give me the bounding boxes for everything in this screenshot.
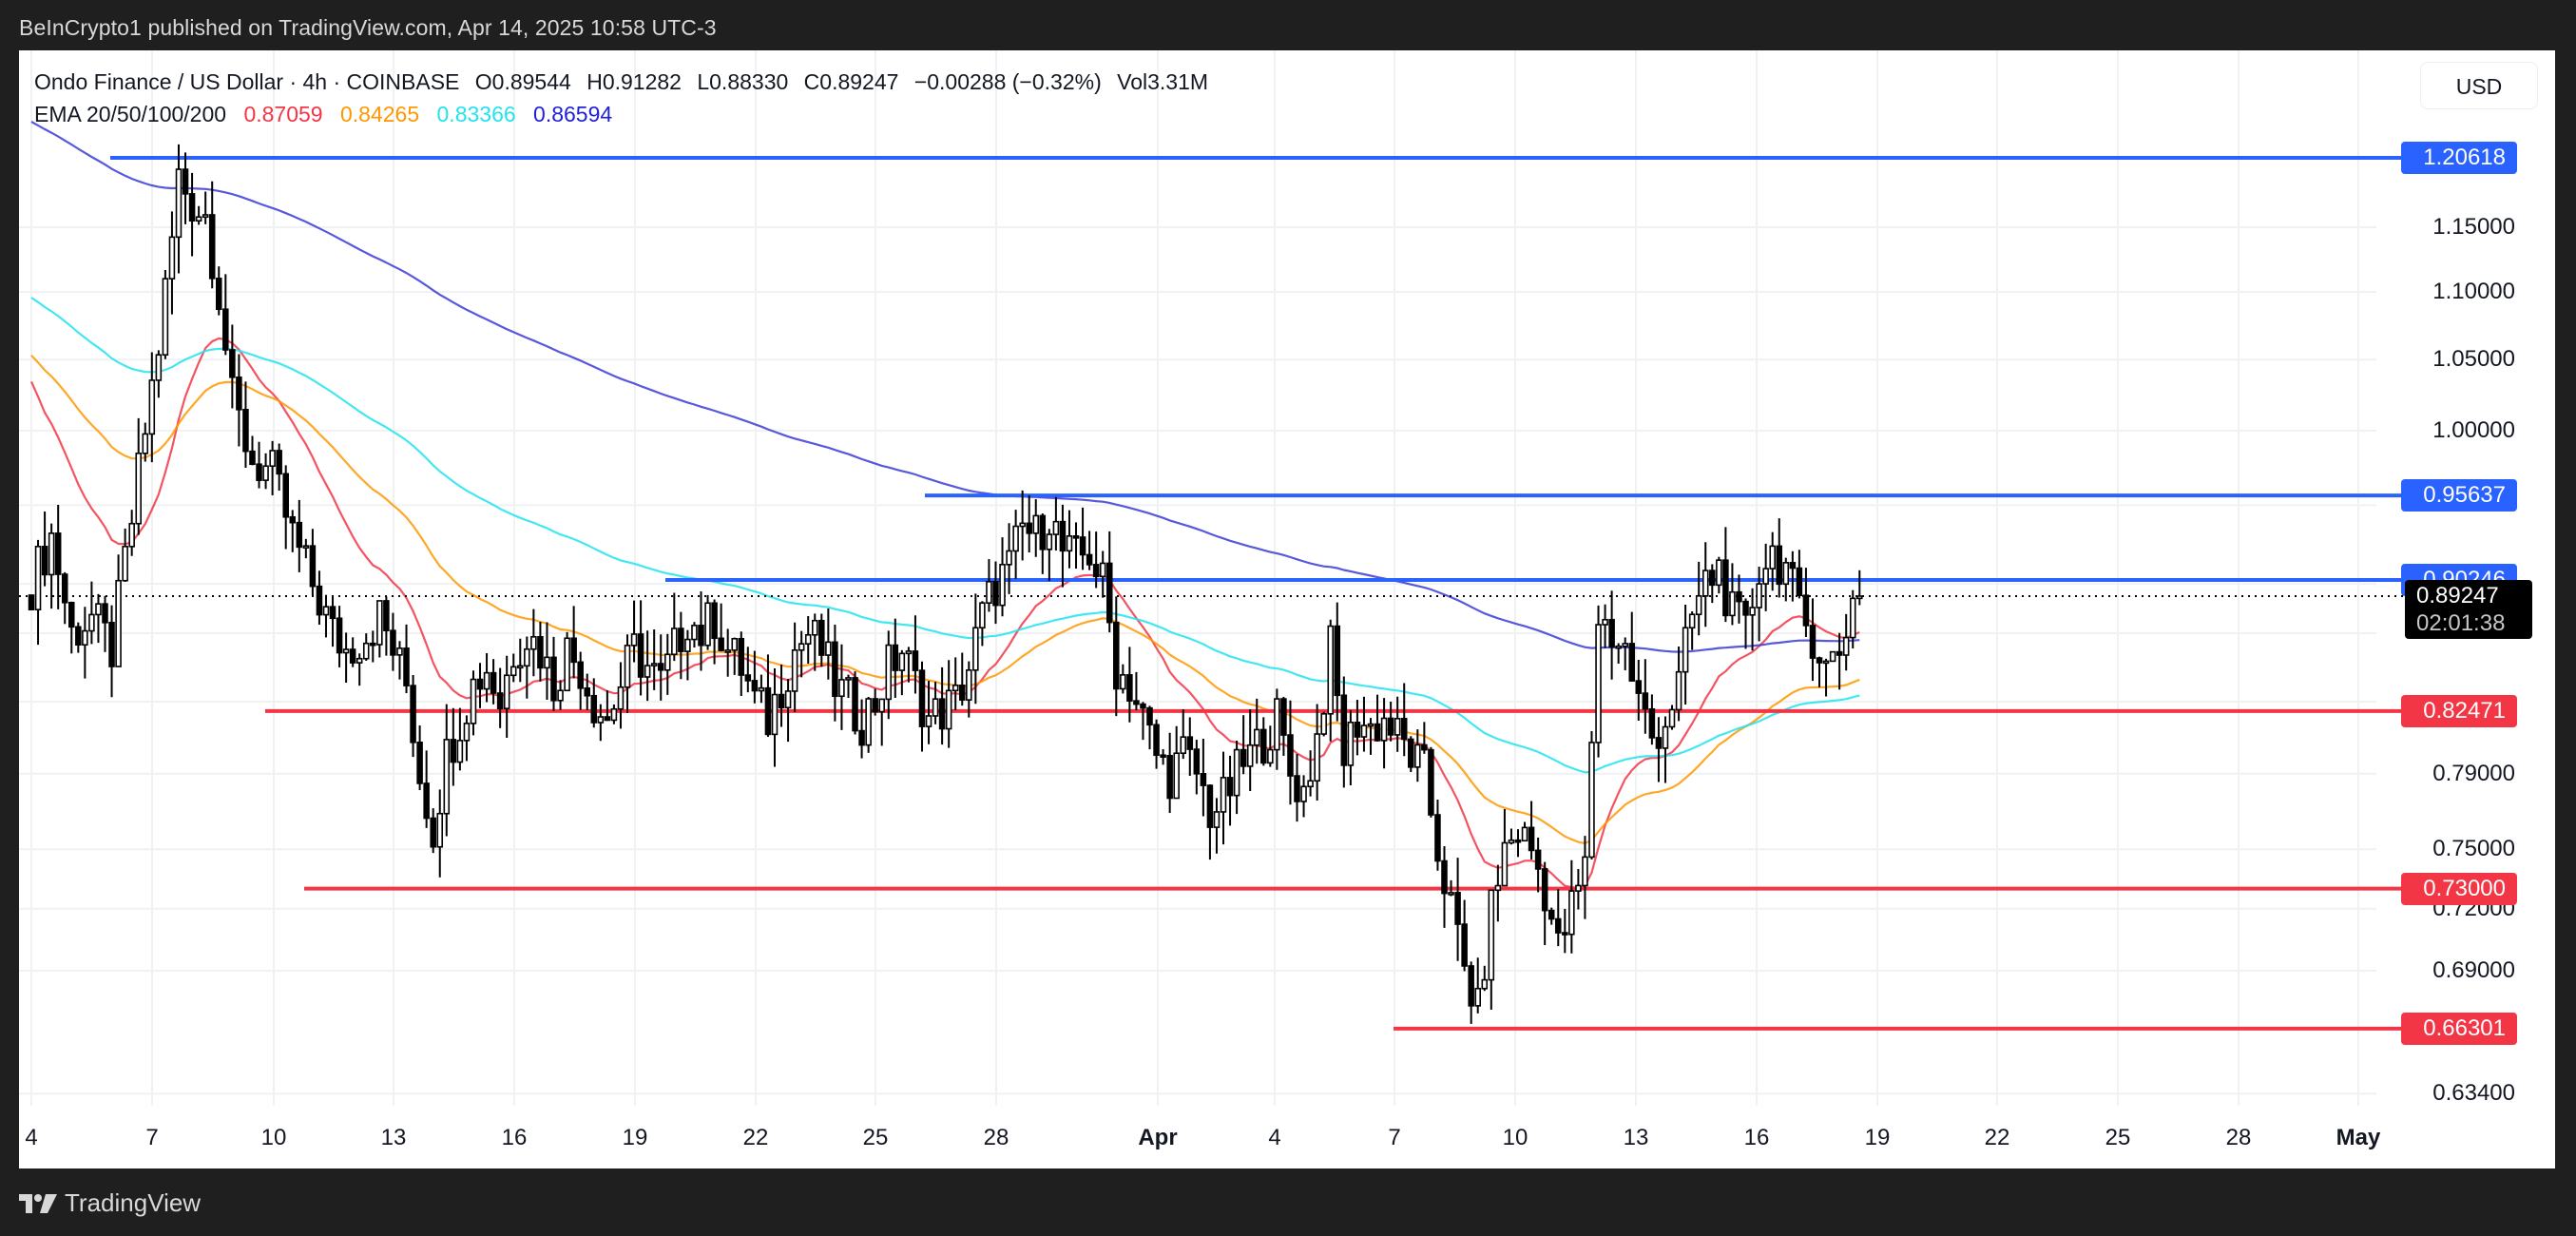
horizontal-levels[interactable] — [110, 155, 2424, 1031]
time-axis-label: 28 — [2225, 1125, 2252, 1150]
tradingview-logo-icon — [19, 1193, 57, 1213]
time-axis-label: 25 — [2105, 1125, 2131, 1150]
publish-line: BeInCrypto1 published on TradingView.com… — [19, 15, 717, 40]
symbol-ohlc-line: Ondo Finance / US Dollar · 4h · COINBASE… — [34, 66, 1218, 98]
open-value: O0.89544 — [474, 69, 571, 94]
time-axis-label: 7 — [145, 1125, 159, 1150]
time-axis-label: 19 — [1864, 1125, 1891, 1150]
level-tag-support: 0.73000 — [2401, 872, 2517, 905]
last-price-value: 0.89247 — [2416, 583, 2499, 609]
ema100-value: 0.83366 — [436, 102, 516, 126]
time-axis-label: 7 — [1388, 1125, 1401, 1150]
last-price-tag: 0.89247 02:01:38 — [2405, 580, 2532, 640]
level-tag-support: 0.66301 — [2401, 1012, 2517, 1045]
level-tag-resistance: 1.20618 — [2401, 141, 2517, 174]
level-tag-resistance: 0.95637 — [2401, 479, 2517, 512]
price-axis-label: 0.75000 — [2432, 836, 2515, 862]
price-axis-label: 1.05000 — [2432, 346, 2515, 373]
time-axis-label: Apr — [1138, 1125, 1178, 1150]
ema50-value: 0.84265 — [339, 102, 420, 126]
time-axis-label: 28 — [983, 1125, 1009, 1150]
candles — [28, 144, 1863, 1024]
price-axis-label: 0.63400 — [2432, 1080, 2515, 1107]
high-value: H0.91282 — [586, 69, 682, 94]
time-axis-label: 10 — [1502, 1125, 1528, 1150]
ema20-value: 0.87059 — [243, 102, 323, 126]
time-axis-label: 19 — [622, 1125, 648, 1150]
symbol-title[interactable]: Ondo Finance / US Dollar · 4h · COINBASE — [34, 69, 460, 94]
change-value: −0.00288 (−0.32%) — [913, 69, 1102, 94]
time-axis-label: May — [2336, 1125, 2381, 1150]
ema-legend-line: EMA 20/50/100/200 0.87059 0.84265 0.8336… — [34, 98, 1218, 130]
ema-label[interactable]: EMA 20/50/100/200 — [34, 102, 227, 126]
tradingview-logo[interactable]: TradingView — [19, 1188, 201, 1218]
candlestick-chart[interactable] — [19, 50, 2555, 1168]
time-axis-label: 25 — [862, 1125, 889, 1150]
time-axis-label: 22 — [742, 1125, 769, 1150]
time-axis-label: 13 — [380, 1125, 407, 1150]
price-axis-label: 0.69000 — [2432, 956, 2515, 983]
bar-countdown: 02:01:38 — [2416, 610, 2506, 637]
low-value: L0.88330 — [697, 69, 789, 94]
price-axis-label: 0.79000 — [2432, 760, 2515, 786]
tradingview-brand: TradingView — [65, 1188, 202, 1217]
price-axis-label: 1.15000 — [2432, 213, 2515, 240]
time-axis-label: 13 — [1623, 1125, 1649, 1150]
chart-legend: Ondo Finance / US Dollar · 4h · COINBASE… — [34, 66, 1218, 130]
time-axis-label: 22 — [1984, 1125, 2010, 1150]
close-value: C0.89247 — [803, 69, 899, 94]
chart-panel[interactable]: Ondo Finance / US Dollar · 4h · COINBASE… — [19, 50, 2555, 1168]
time-axis-label: 16 — [1743, 1125, 1770, 1150]
price-axis-label: 1.00000 — [2432, 416, 2515, 443]
time-axis-label: 4 — [1268, 1125, 1281, 1150]
time-axis-label: 16 — [501, 1125, 528, 1150]
ema-lines — [29, 121, 1860, 890]
level-tag-support: 0.82471 — [2401, 694, 2517, 727]
time-axis-label: 10 — [260, 1125, 287, 1150]
volume-value: Vol3.31M — [1117, 69, 1209, 94]
price-axis-label: 1.10000 — [2432, 279, 2515, 305]
currency-button[interactable]: USD — [2420, 62, 2538, 109]
ema200-value: 0.86594 — [533, 102, 613, 126]
time-axis-label: 4 — [25, 1125, 38, 1150]
